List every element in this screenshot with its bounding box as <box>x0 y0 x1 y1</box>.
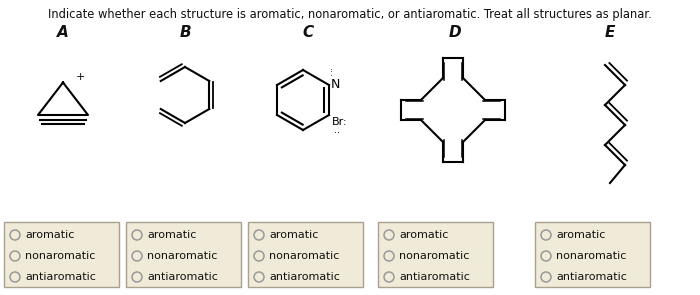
Text: antiaromatic: antiaromatic <box>147 272 218 282</box>
Text: D: D <box>449 25 461 40</box>
FancyBboxPatch shape <box>4 222 119 287</box>
Text: aromatic: aromatic <box>556 230 606 240</box>
Text: nonaromatic: nonaromatic <box>25 251 95 261</box>
Text: nonaromatic: nonaromatic <box>399 251 470 261</box>
Text: antiaromatic: antiaromatic <box>269 272 340 282</box>
Text: nonaromatic: nonaromatic <box>556 251 626 261</box>
FancyBboxPatch shape <box>248 222 363 287</box>
Text: Br:: Br: <box>332 117 348 127</box>
Text: B: B <box>179 25 191 40</box>
FancyBboxPatch shape <box>126 222 241 287</box>
Text: :̇̇: :̇̇ <box>331 69 334 78</box>
Text: antiaromatic: antiaromatic <box>556 272 627 282</box>
Text: +: + <box>76 71 85 81</box>
Text: A: A <box>57 25 69 40</box>
Text: E: E <box>605 25 615 40</box>
Text: C: C <box>302 25 314 40</box>
FancyBboxPatch shape <box>535 222 650 287</box>
Text: nonaromatic: nonaromatic <box>269 251 340 261</box>
Text: antiaromatic: antiaromatic <box>399 272 470 282</box>
FancyBboxPatch shape <box>378 222 493 287</box>
Text: ..: .. <box>334 125 340 135</box>
Text: aromatic: aromatic <box>269 230 318 240</box>
Text: aromatic: aromatic <box>147 230 197 240</box>
Text: antiaromatic: antiaromatic <box>25 272 96 282</box>
Text: aromatic: aromatic <box>399 230 449 240</box>
Text: nonaromatic: nonaromatic <box>147 251 218 261</box>
Text: N: N <box>331 78 340 91</box>
Text: Indicate whether each structure is aromatic, nonaromatic, or antiaromatic. Treat: Indicate whether each structure is aroma… <box>48 8 652 21</box>
Text: aromatic: aromatic <box>25 230 74 240</box>
